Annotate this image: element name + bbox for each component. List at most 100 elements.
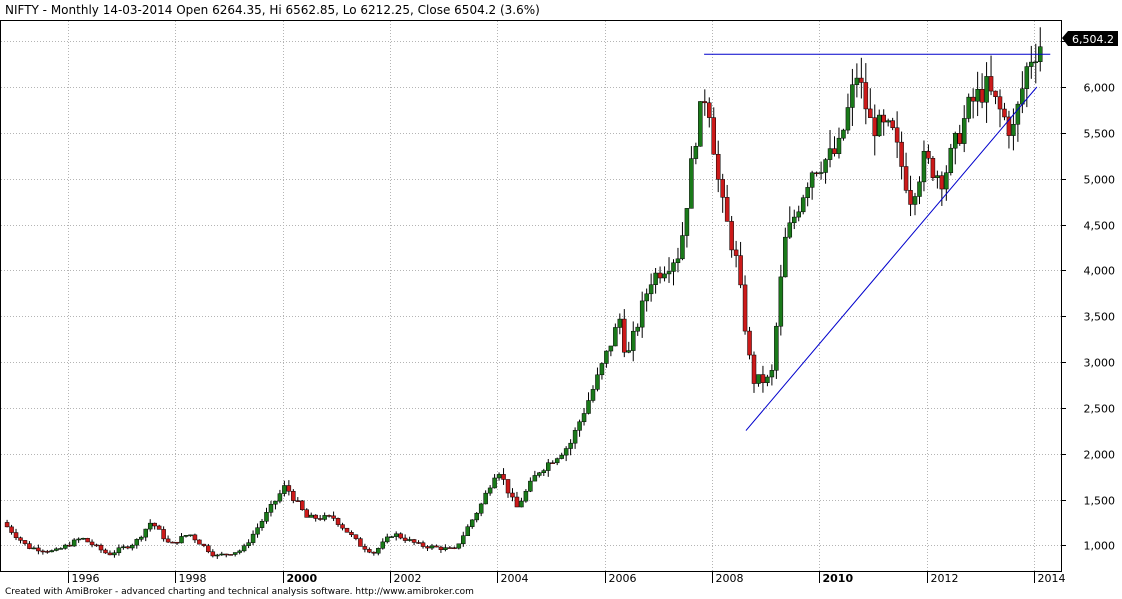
candle-down (358, 538, 363, 547)
candle-down (36, 547, 41, 552)
footer-credit: Created with AmiBroker - advanced charti… (5, 587, 474, 597)
candle-up (953, 133, 958, 149)
candle-up (188, 534, 193, 537)
candle-down (371, 551, 377, 554)
candle-up (653, 272, 658, 285)
candle-up (984, 76, 989, 103)
candle-down (27, 543, 32, 549)
candle-down (908, 190, 913, 205)
candle-down (1006, 116, 1012, 136)
candle-down (174, 541, 180, 544)
candle-up (608, 345, 614, 352)
candle-up (827, 148, 833, 160)
candle-up (461, 535, 466, 545)
candle-up (179, 536, 184, 544)
candles-layer (4, 27, 1043, 559)
candle-up (31, 547, 37, 550)
candle-up (147, 522, 153, 530)
candle-up (599, 363, 605, 376)
candle-down (872, 117, 878, 137)
candle-up (469, 519, 475, 527)
candle-down (344, 527, 350, 533)
y-tick-label: 5,000 (1084, 174, 1116, 187)
x-tick-label: 2004 (501, 572, 529, 585)
candle-up (215, 554, 220, 557)
candle-down (223, 553, 229, 556)
candle-down (22, 540, 28, 544)
candle-down (729, 221, 734, 251)
candle-up (680, 235, 685, 260)
candle-up (800, 197, 806, 213)
candle-down (40, 550, 46, 553)
candle-down (715, 153, 721, 180)
candle-down (926, 151, 931, 159)
candle-down (420, 542, 426, 547)
candle-down (349, 532, 354, 536)
candle-down (192, 534, 198, 541)
candle-down (939, 175, 945, 190)
y-tick-label: 6,000 (1084, 82, 1116, 95)
candle-up (443, 547, 448, 550)
trendlines-layer (704, 53, 1051, 431)
candle-up (112, 552, 117, 556)
last-price-tag (1062, 31, 1118, 46)
candle-down (353, 534, 359, 539)
candle-up (134, 539, 140, 546)
y-axis: 1,000 1,500 2,000 2,500 3,000 3,500 4,000 4,500… (1061, 41, 1116, 553)
candle-up (116, 547, 122, 554)
candle-up (689, 158, 694, 209)
candle-down (434, 545, 439, 548)
candle-down (747, 330, 752, 356)
candle-up (130, 544, 135, 549)
candle-up (948, 147, 954, 173)
candle-up (635, 326, 640, 332)
candle-up (143, 528, 148, 538)
y-tick-label: 5,500 (1084, 128, 1116, 141)
candle-up (617, 318, 623, 328)
candle-up (563, 448, 569, 456)
candle-up (282, 485, 287, 494)
x-tick-label: 2012 (931, 572, 959, 585)
candle-down (707, 102, 712, 118)
candle-down (362, 546, 368, 550)
candle-down (452, 547, 457, 549)
candle-up (1015, 103, 1021, 125)
candle-up (121, 546, 126, 549)
candle-down (979, 88, 985, 103)
candle-down (94, 544, 99, 547)
candle-down (501, 474, 506, 480)
candle-down (814, 172, 819, 175)
candle-up (572, 430, 578, 444)
x-tick-label: 2002 (394, 572, 422, 585)
candle-up (273, 500, 278, 505)
candle-down (416, 542, 421, 544)
candle-up (393, 533, 399, 537)
candle-up (648, 284, 654, 295)
candle-down (832, 148, 837, 154)
last-price-marker: 6,504.2 (1062, 31, 1118, 46)
candle-up (845, 107, 851, 131)
candle-down (9, 526, 14, 533)
candle-down (206, 545, 211, 553)
candle-up (671, 262, 676, 272)
candle-up (792, 216, 797, 224)
candle-down (438, 546, 444, 550)
candle-up (246, 542, 251, 546)
candle-up (836, 137, 842, 154)
candle-down (170, 541, 175, 544)
candle-down (930, 158, 936, 178)
candle-up (684, 208, 690, 236)
candle-down (724, 197, 730, 222)
x-tick-label: 2010 (823, 572, 854, 585)
candle-down (733, 249, 739, 256)
candle-down (304, 509, 309, 518)
candle-up (787, 222, 793, 238)
candle-down (1002, 108, 1007, 118)
candle-up (961, 118, 967, 144)
candle-up (966, 96, 971, 119)
candle-up (586, 400, 591, 414)
candle-down (291, 490, 296, 501)
candle-up (322, 515, 327, 520)
candle-down (286, 485, 292, 492)
candle-up (380, 541, 386, 549)
